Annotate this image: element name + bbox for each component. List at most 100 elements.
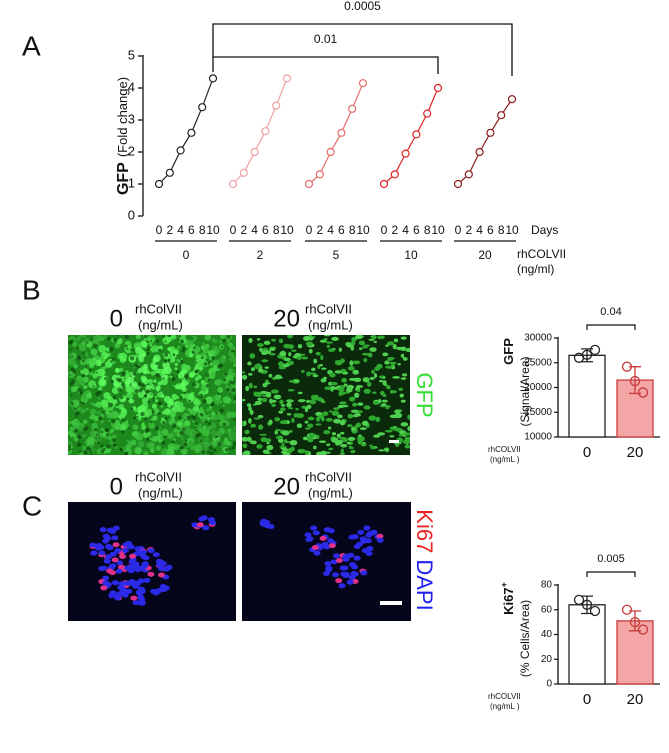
cell: [81, 335, 87, 338]
cell: [407, 414, 410, 420]
cell: [282, 452, 291, 455]
nucleus: [367, 530, 375, 536]
cell: [102, 410, 106, 414]
cell: [301, 356, 309, 360]
cell: [376, 363, 383, 369]
data-point: [304, 179, 314, 189]
x-tick-label: 10: [431, 223, 445, 237]
cell: [183, 393, 190, 400]
nucleus: [356, 541, 364, 547]
cell: [296, 356, 302, 360]
cell: [89, 347, 92, 351]
x-axis-label: Days: [531, 223, 558, 237]
cell: [218, 364, 222, 367]
cell: [279, 399, 284, 405]
x-tick-label: 20: [627, 691, 644, 708]
nucleus: [112, 542, 120, 548]
cell: [389, 361, 397, 365]
cell: [128, 427, 131, 429]
cell: [138, 388, 143, 393]
cell: [70, 367, 75, 372]
cell: [402, 439, 410, 445]
cell: [149, 383, 155, 389]
cell: [355, 335, 363, 340]
y-axis-label-main: GFP: [115, 162, 132, 195]
cell: [319, 363, 324, 367]
nucleus: [111, 580, 119, 586]
cell: [264, 366, 270, 369]
cell: [243, 450, 251, 455]
cell: [392, 343, 397, 350]
cell: [350, 340, 356, 346]
panel-label: B: [22, 274, 41, 305]
cell: [263, 350, 272, 355]
cell: [150, 371, 156, 376]
cell: [143, 337, 147, 341]
cell: [331, 432, 337, 436]
cell: [119, 394, 124, 400]
cell: [269, 353, 276, 356]
cell: [274, 417, 281, 422]
data-point: [358, 79, 368, 88]
cell: [150, 340, 153, 343]
cell: [381, 399, 388, 403]
cell: [398, 433, 404, 437]
cell: [268, 419, 273, 425]
data-point: [176, 146, 185, 155]
cell: [377, 335, 385, 340]
data-point: [228, 179, 238, 189]
cell: [145, 452, 149, 455]
cell: [165, 403, 168, 406]
cell: [188, 440, 194, 446]
cell: [69, 339, 74, 344]
data-point: [629, 616, 641, 628]
data-point: [464, 170, 473, 179]
cell: [147, 442, 155, 450]
cell: [297, 344, 303, 349]
cell: [162, 335, 165, 338]
cell: [138, 421, 142, 424]
cell: [88, 414, 91, 418]
cell: [261, 397, 268, 403]
cell: [222, 422, 227, 427]
cell: [223, 439, 230, 446]
cell: [140, 375, 147, 382]
cell: [164, 417, 168, 420]
cell: [338, 347, 342, 352]
nucleus: [267, 524, 275, 530]
nucleus: [125, 588, 133, 594]
cell: [107, 336, 111, 341]
cell: [232, 400, 236, 404]
cell: [373, 434, 381, 438]
cell: [210, 402, 215, 406]
cell: [80, 401, 83, 404]
cell: [293, 413, 300, 418]
cell: [134, 354, 139, 358]
cell: [331, 410, 340, 416]
data-point: [581, 599, 593, 610]
cell: [136, 415, 139, 419]
cell: [149, 437, 153, 441]
cell: [286, 399, 294, 403]
cell: [230, 428, 236, 435]
nucleus: [324, 527, 332, 533]
nucleus: [132, 561, 140, 567]
cell: [167, 335, 172, 338]
cell: [146, 340, 150, 344]
cell: [119, 367, 124, 372]
cell: [211, 355, 216, 360]
y-axis-label-main: GFP: [501, 338, 516, 365]
nucleus: [102, 580, 110, 586]
cell: [68, 353, 71, 357]
cell: [211, 411, 215, 416]
cell: [95, 434, 103, 442]
cell: [153, 354, 161, 362]
cell: [325, 417, 333, 422]
y-axis-label-superscript: +: [499, 582, 509, 587]
cell: [147, 371, 151, 374]
x-axis-unit: (ng/mL ): [490, 455, 520, 464]
cell: [295, 407, 299, 411]
nucleus: [97, 544, 105, 550]
cell: [254, 400, 263, 405]
cell: [233, 363, 236, 367]
